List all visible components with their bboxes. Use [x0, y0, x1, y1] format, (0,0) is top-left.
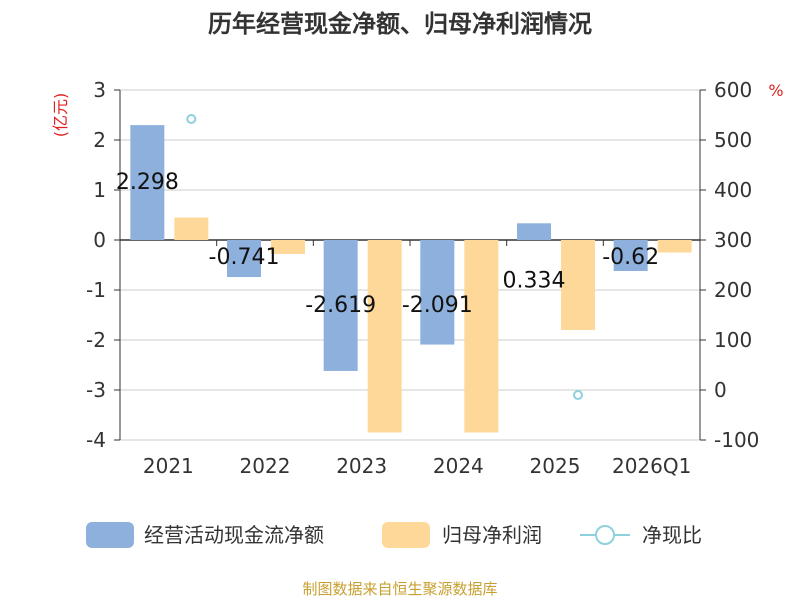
right-tick-label: 0: [714, 378, 727, 402]
category-label: 2024: [433, 454, 484, 478]
category-label: 2022: [240, 454, 291, 478]
bar-cashflow: [130, 125, 165, 240]
left-tick-label: 2: [93, 128, 106, 152]
bar-cashflow: [613, 240, 648, 271]
left-tick-label: 0: [93, 228, 106, 252]
data-label-cashflow: 0.334: [503, 268, 566, 293]
category-label: 2023: [336, 454, 387, 478]
category-label: 2025: [530, 454, 581, 478]
legend-label-netprofit: 归母净利润: [442, 523, 542, 547]
bar-netprofit: [464, 240, 499, 433]
data-labels: 2.298 -0.741 -2.619 -2.091 0.334 -0.62: [116, 170, 659, 318]
data-label-cashflow: -0.741: [209, 245, 280, 270]
legend-label-ratio: 净现比: [642, 523, 702, 547]
bar-cashflow: [517, 223, 551, 240]
left-tick-label: -1: [86, 278, 106, 302]
left-tick-label: 3: [93, 78, 106, 102]
scatter-points: [186, 114, 583, 400]
data-label-cashflow: 2.298: [116, 170, 179, 195]
bar-cashflow: [227, 240, 261, 278]
data-label-cashflow: -0.62: [602, 245, 659, 270]
bar-netprofit: [367, 240, 402, 433]
right-tick-label: 300: [714, 228, 752, 252]
chart-title: 历年经营现金净额、归母净利润情况: [208, 10, 592, 38]
right-tick-label: 400: [714, 178, 752, 202]
bar-netprofit: [657, 240, 692, 253]
bar-netprofit: [561, 240, 595, 330]
ratio-point: [186, 114, 197, 124]
legend-swatch-netprofit: [382, 522, 430, 548]
right-tick-label: -100: [714, 428, 759, 452]
bar-cashflow: [420, 240, 455, 345]
left-tick-label: -2: [86, 328, 106, 352]
right-tick-label: 200: [714, 278, 752, 302]
right-tick-label: 100: [714, 328, 752, 352]
bar-netprofit: [174, 217, 209, 240]
category-label: 2026Q1: [612, 454, 691, 478]
left-tick-label: 1: [93, 178, 106, 202]
bar-cashflow: [323, 240, 358, 371]
data-label-cashflow: -2.091: [402, 293, 473, 318]
right-axis-label: %: [768, 81, 783, 100]
right-tick-label: 600: [714, 78, 752, 102]
legend-swatch-cashflow: [86, 522, 134, 548]
data-label-cashflow: -2.619: [305, 293, 376, 318]
legend: 经营活动现金流净额 归母净利润 净现比: [86, 522, 702, 548]
category-label: 2021: [143, 454, 194, 478]
legend-marker-ratio: [595, 525, 615, 545]
source-note: 制图数据来自恒生聚源数据库: [302, 580, 497, 598]
bar-netprofit: [271, 240, 305, 254]
bars: [130, 125, 692, 433]
ratio-point: [573, 390, 583, 400]
left-tick-label: -3: [86, 378, 106, 402]
axes: 3 2 1 0 -1 -2 -3 -4 600 500 400 300 200 100 0 -100 2021 2…: [86, 78, 759, 478]
legend-label-cashflow: 经营活动现金流净额: [144, 523, 324, 547]
left-axis-label: (亿元): [51, 93, 70, 138]
left-tick-label: -4: [86, 428, 106, 452]
right-tick-label: 500: [714, 128, 752, 152]
